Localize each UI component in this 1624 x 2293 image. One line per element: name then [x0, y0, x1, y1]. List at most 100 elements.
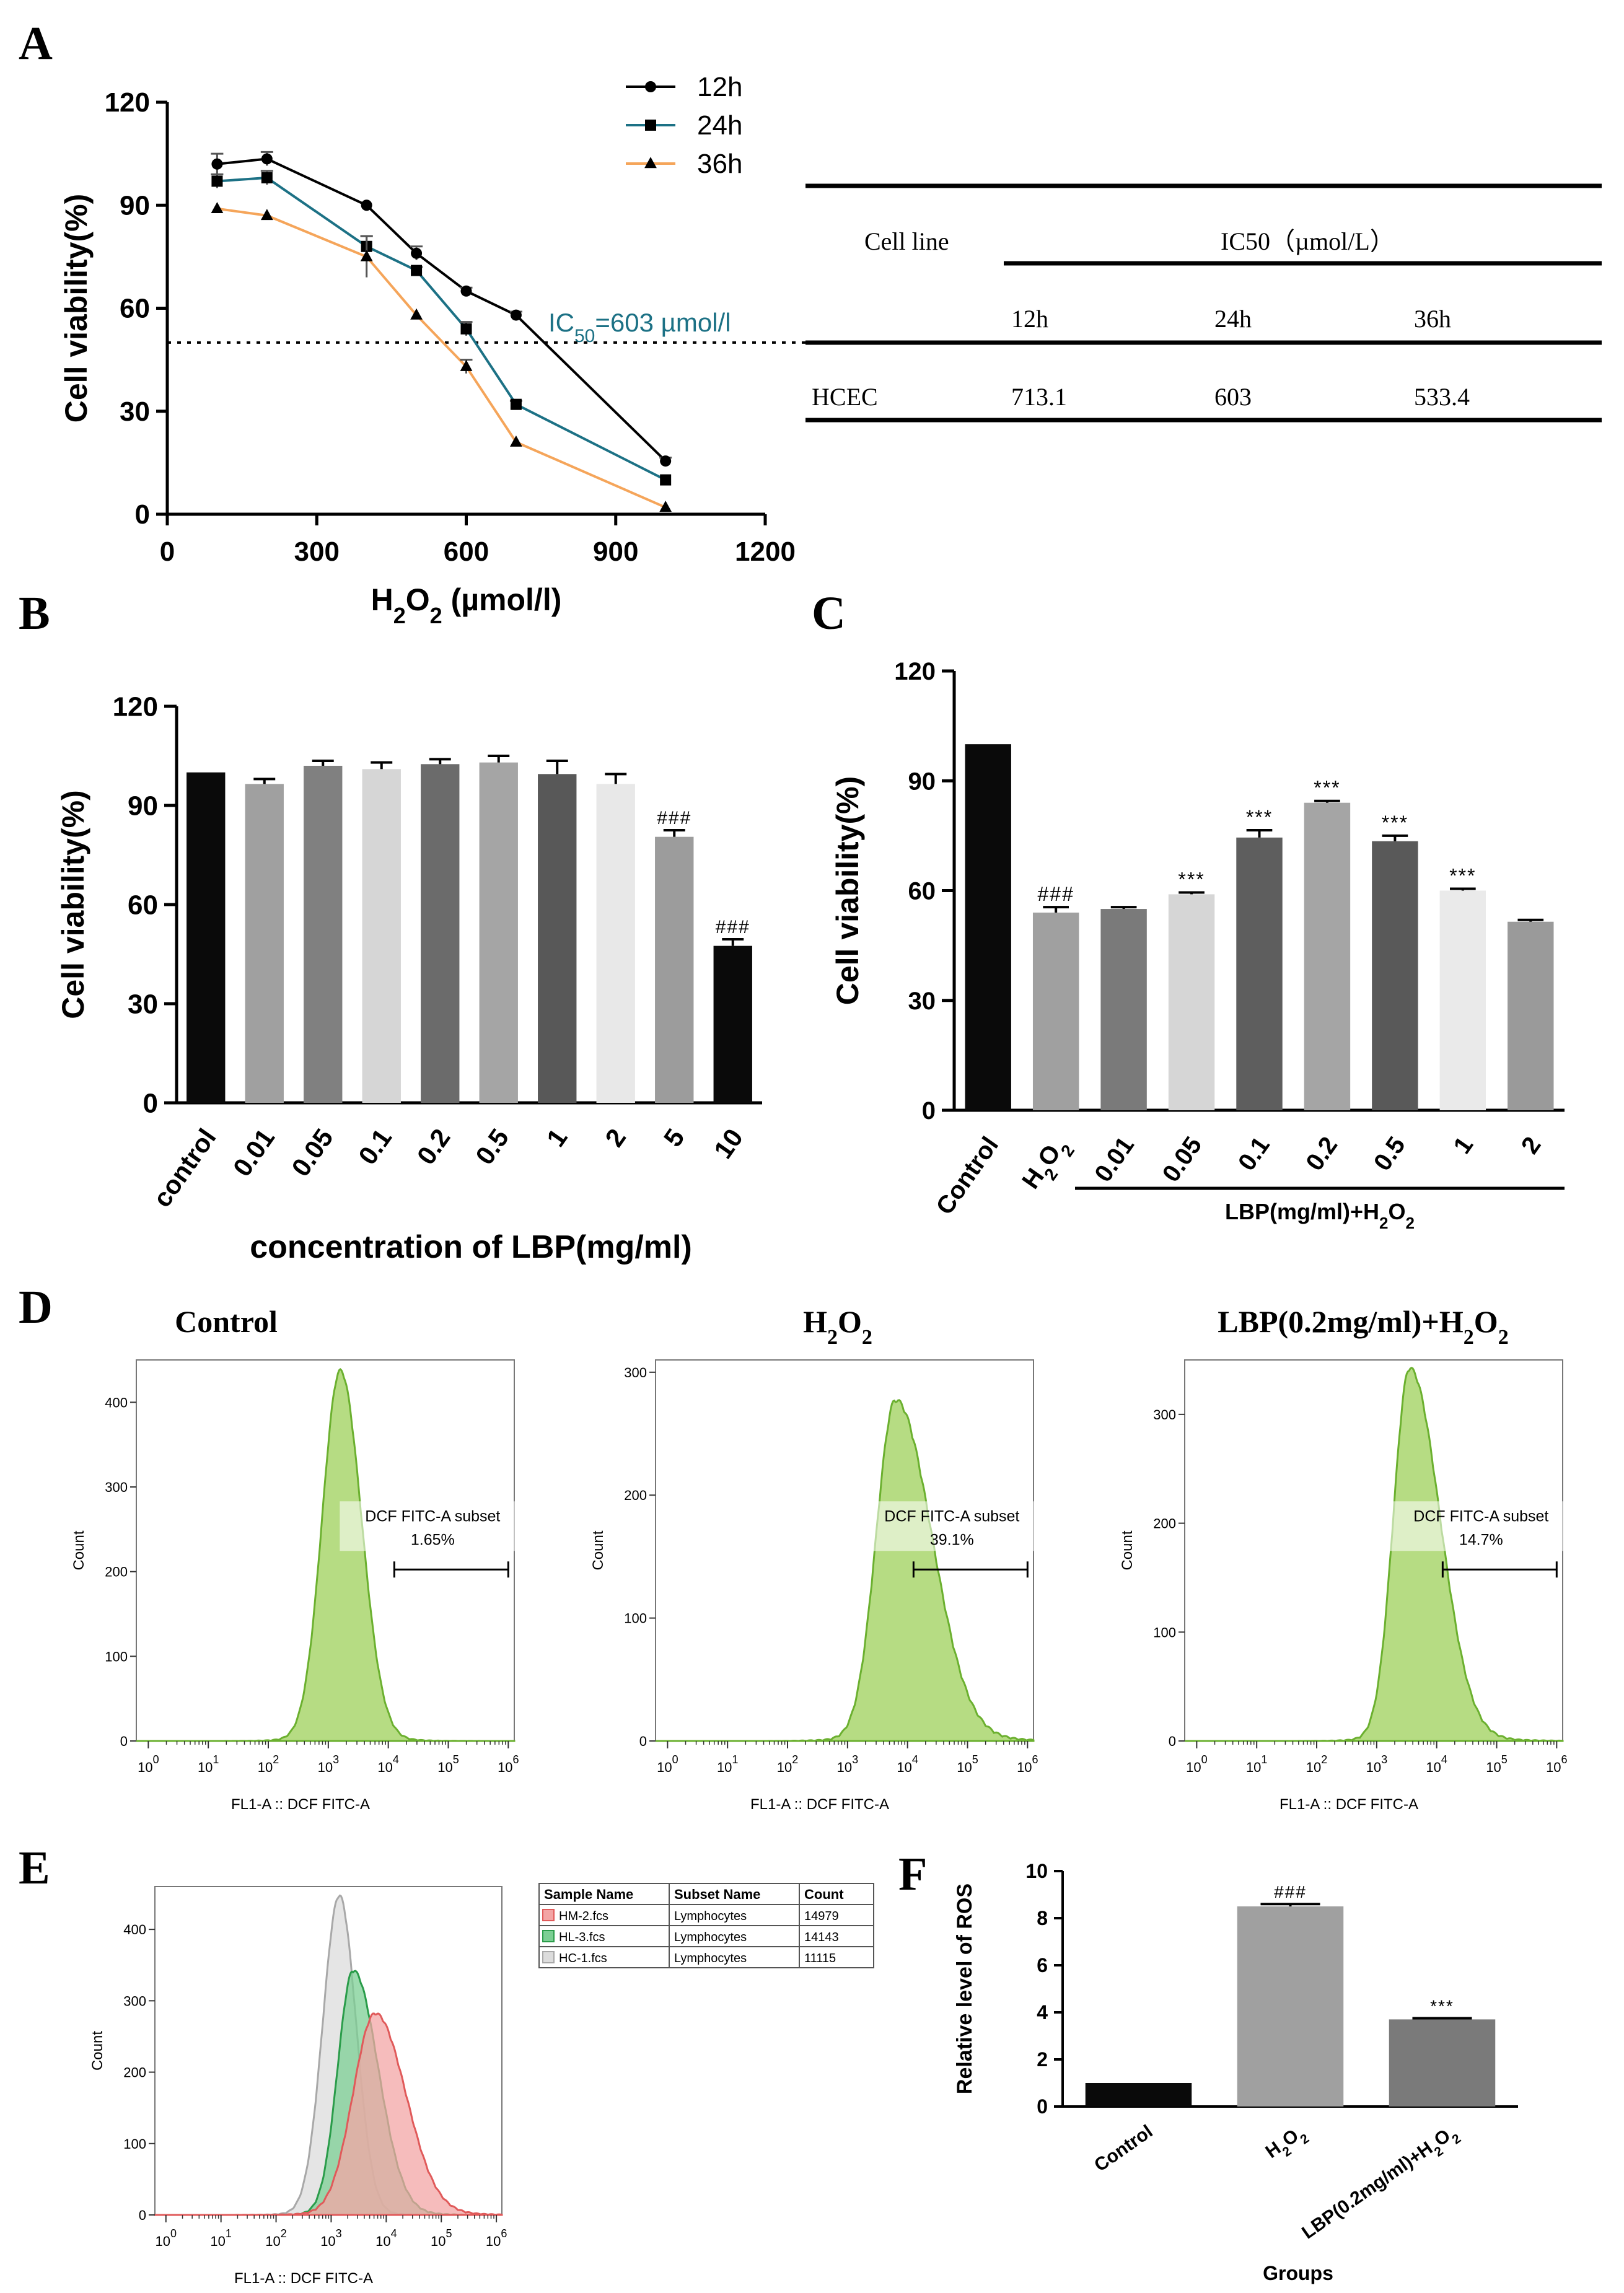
data-point [460, 323, 472, 335]
legend-value: HL-3.fcs [559, 1931, 605, 1944]
gate-label-bg [340, 1501, 526, 1551]
legend-marker [645, 81, 656, 92]
y-tick-label: 90 [128, 791, 158, 821]
x-axis-label: FL1-A :: DCF FITC-A [1279, 1796, 1418, 1813]
y-tick-label: 100 [1153, 1624, 1176, 1640]
series-36h: 36h [211, 149, 742, 512]
histogram-title: Control [175, 1304, 278, 1339]
y-tick-label: 200 [105, 1564, 128, 1580]
x-tick-label: 101 [1246, 1753, 1268, 1775]
legend-value: 11115 [804, 1952, 836, 1965]
x-axis-label: FL1-A :: DCF FITC-A [750, 1796, 889, 1813]
y-tick-label: 100 [123, 2136, 146, 2152]
x-tick-label: 104 [377, 1753, 399, 1775]
bar-2 [1508, 921, 1554, 1110]
x-axis-label: concentration of LBP(mg/ml) [250, 1229, 692, 1265]
y-tick-label: 0 [922, 1097, 936, 1125]
x-tick-label: 103 [1366, 1753, 1388, 1775]
gate-name: DCF FITC-A subset [365, 1507, 500, 1525]
y-tick-label: 4 [1037, 2001, 1048, 2023]
x-tick-label: 106 [1546, 1753, 1568, 1775]
y-tick-label: 0 [1037, 2095, 1048, 2118]
bar-1 [1439, 890, 1486, 1110]
y-tick-label: 0 [143, 1088, 158, 1118]
data-point [659, 501, 672, 512]
table-cell-value: 603 [1214, 383, 1252, 411]
x-tick-label: 106 [486, 2227, 507, 2249]
data-point [411, 265, 423, 276]
significance-label: ### [1274, 1882, 1307, 1901]
chart-d-lbp-histogram: 0 100 200 300 100 101 102 103 104 105 106 Count FL1-… [1119, 1304, 1574, 1813]
data-point [261, 172, 273, 183]
y-axis-label: Count [590, 1530, 607, 1570]
group-label: LBP(mg/ml)+H2O2 [1225, 1199, 1415, 1232]
histogram-title: H2O2 [803, 1304, 872, 1349]
y-tick-label: 300 [1153, 1407, 1176, 1423]
table-cell-value: 713.1 [1011, 383, 1067, 411]
x-tick-label: 105 [957, 1753, 978, 1775]
histogram-histogram [1185, 1366, 1564, 1742]
bar-LBP(0.2mg/ml)+H2O2 [1389, 2019, 1496, 2107]
legend-value: HM-2.fcs [559, 1909, 608, 1923]
bar-control [187, 772, 226, 1103]
bar-2 [596, 784, 635, 1103]
chart-e-overlay-histogram: 0 100 200 300 400 100 101 102 103 104 105 106 Count F… [89, 1883, 874, 2287]
legend-cell [538, 1883, 670, 1905]
y-axis-label: Relative level of ROS [953, 1883, 977, 2094]
ic50-label: IC50=603 µmol/l [548, 308, 731, 346]
significance-label: ### [716, 917, 750, 937]
x-tick-label: 106 [498, 1753, 519, 1775]
bar-10 [713, 945, 752, 1103]
data-point [510, 435, 522, 447]
y-tick-label: 300 [105, 1480, 128, 1495]
legend-cell [538, 1946, 670, 1968]
data-point [261, 153, 273, 165]
significance-label: *** [1246, 806, 1273, 828]
series-12h: 12h [211, 72, 742, 467]
x-tick-label: 101 [198, 1753, 219, 1775]
ic50-table: Cell line IC50（µmol/L） 12h 24h 36h HCEC 713.1 6… [805, 183, 1602, 423]
x-axis-label: Groups [1263, 2262, 1333, 2284]
significance-label: ### [1037, 883, 1074, 905]
bar-0.01 [1100, 909, 1147, 1110]
gate-label-bg [859, 1501, 1045, 1551]
bar-Control [965, 744, 1011, 1110]
y-tick-label: 30 [908, 988, 936, 1015]
y-tick-label: 30 [120, 397, 150, 427]
y-tick-label: 10 [1025, 1860, 1048, 1882]
x-tick-label: 101 [717, 1753, 739, 1775]
data-point [660, 455, 672, 467]
x-tick-label: 105 [431, 2227, 452, 2249]
y-tick-label: 8 [1037, 1907, 1048, 1929]
y-axis-label: Cell viability(%) [830, 776, 865, 1006]
y-axis-label: Count [89, 2031, 106, 2071]
significance-label: *** [1430, 1997, 1454, 2016]
legend-cell [669, 1883, 800, 1905]
x-axis-label: FL1-A :: DCF FITC-A [231, 1796, 370, 1813]
legend-value: 14979 [804, 1909, 839, 1923]
bar-0.5 [1372, 841, 1418, 1110]
legend-value: Lymphocytes [674, 1909, 747, 1923]
significance-label: *** [1178, 868, 1205, 890]
bar-0.5 [479, 762, 518, 1103]
gate-percent: 39.1% [930, 1531, 974, 1548]
bar-0.05 [304, 766, 343, 1103]
y-tick-label: 300 [624, 1365, 647, 1380]
table-cell-line: HCEC [812, 383, 878, 411]
data-point [460, 285, 472, 297]
significance-label: ### [657, 808, 691, 828]
legend-value: HC-1.fcs [559, 1952, 607, 1965]
legend-cell [799, 1904, 874, 1926]
y-tick-label: 200 [123, 2065, 146, 2080]
y-tick-label: 0 [120, 1734, 128, 1749]
panel-letter-a: A [19, 17, 53, 69]
chart-d-h2o2-histogram: 0 100 200 300 100 101 102 103 104 105 106 Count FL1-… [590, 1304, 1045, 1813]
y-tick-label: 30 [128, 989, 158, 1019]
x-tick-label: 106 [1017, 1753, 1038, 1775]
panel-letter-c: C [812, 587, 846, 639]
bar-Control [1085, 2083, 1192, 2107]
y-axis-label: Cell viability(%) [56, 790, 90, 1019]
legend-value: Lymphocytes [674, 1952, 747, 1965]
gate-name: DCF FITC-A subset [884, 1507, 1019, 1525]
